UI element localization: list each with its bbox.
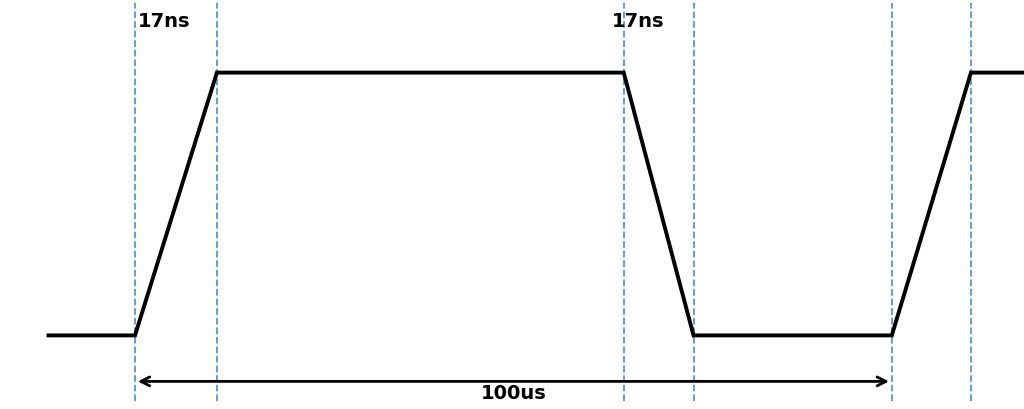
Text: 17ns: 17ns — [137, 11, 190, 30]
Text: 100us: 100us — [480, 383, 546, 402]
Text: 17ns: 17ns — [611, 11, 664, 30]
